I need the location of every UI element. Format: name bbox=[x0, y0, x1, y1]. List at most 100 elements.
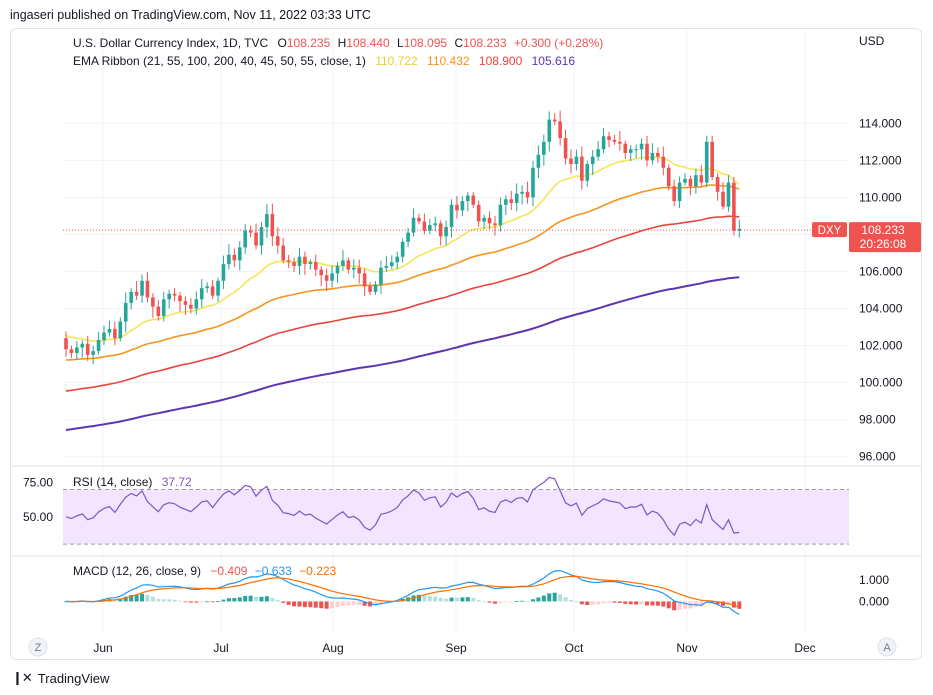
candle-body bbox=[504, 199, 508, 205]
rsi-pane[interactable]: 75.00 50.00 RSI (14, close) 37.72 bbox=[23, 475, 849, 545]
candle-body bbox=[80, 343, 85, 348]
candle-body bbox=[612, 139, 617, 142]
macd-bar bbox=[416, 594, 421, 602]
macd-bar bbox=[150, 596, 155, 602]
macd-bar bbox=[601, 601, 606, 604]
macd-bar bbox=[199, 601, 204, 603]
candle-body bbox=[216, 280, 220, 296]
ema-line-100 bbox=[65, 215, 740, 392]
candle-body bbox=[536, 154, 541, 168]
candle-body bbox=[140, 280, 144, 296]
candle-body bbox=[656, 152, 660, 157]
candle-body bbox=[123, 302, 128, 322]
auto-scale-button[interactable] bbox=[877, 637, 897, 657]
footer-brand[interactable]: ❙✕ TradingView bbox=[12, 670, 109, 686]
candle-body bbox=[732, 182, 736, 231]
candle-body bbox=[232, 254, 237, 261]
time-tick-label: Sep bbox=[445, 641, 467, 655]
macd-bar bbox=[514, 601, 519, 603]
macd-bar bbox=[487, 601, 492, 603]
macd-bar bbox=[346, 601, 351, 606]
macd-bar bbox=[286, 601, 291, 605]
macd-bar bbox=[444, 598, 449, 602]
zoom-button[interactable] bbox=[28, 637, 48, 657]
svg-text:U.S. Dollar Currency Index, 1D: U.S. Dollar Currency Index, 1D, TVC O108… bbox=[73, 36, 603, 50]
macd-bar bbox=[188, 601, 193, 603]
candle-body bbox=[64, 338, 68, 350]
publisher-line: ingaseri published on TradingView.com, N… bbox=[10, 8, 371, 22]
candle-body bbox=[167, 293, 171, 300]
candle-body bbox=[601, 136, 606, 150]
candle-body bbox=[335, 265, 340, 274]
macd-bar bbox=[226, 598, 231, 602]
macd-bar bbox=[482, 601, 487, 603]
candle-body bbox=[525, 191, 530, 198]
candle-body bbox=[639, 143, 644, 150]
symbol-tag-bg bbox=[812, 222, 847, 238]
macd-bar bbox=[454, 597, 459, 602]
candle-body bbox=[699, 175, 704, 183]
macd-bar bbox=[340, 601, 345, 606]
candle-body bbox=[118, 321, 123, 339]
macd-bar bbox=[140, 593, 145, 602]
candle-body bbox=[237, 247, 242, 261]
macd-bar bbox=[628, 601, 633, 605]
ema-value-1: 110.722 bbox=[375, 54, 418, 68]
ohlc-change: +0.300 (+0.28%) bbox=[514, 36, 603, 50]
macd-bar bbox=[666, 601, 671, 609]
candle-body bbox=[509, 199, 514, 203]
macd-bar bbox=[530, 599, 535, 602]
macd-bar bbox=[243, 595, 248, 602]
macd-bar bbox=[433, 596, 438, 602]
main-pane[interactable]: 114.000112.000110.000108.000106.000104.0… bbox=[63, 29, 921, 632]
candle-body bbox=[156, 306, 161, 316]
ema-value-2: 110.432 bbox=[427, 54, 470, 68]
candle-body bbox=[514, 193, 519, 203]
footer-brand-label: TradingView bbox=[37, 670, 110, 686]
macd-bar bbox=[118, 598, 123, 602]
ohlc-low: 108.095 bbox=[404, 36, 448, 50]
price-tick-label: 106.000 bbox=[859, 265, 903, 279]
candle-body bbox=[292, 262, 296, 266]
svg-text:EMA Ribbon (21, 55, 100, 200,: EMA Ribbon (21, 55, 100, 200, 40, 45, 50… bbox=[73, 54, 575, 68]
symbol-tag: DXY bbox=[818, 225, 842, 237]
candle-body bbox=[151, 297, 155, 307]
candle-body bbox=[129, 291, 133, 303]
macd-bar bbox=[465, 597, 470, 602]
candle-body bbox=[672, 186, 676, 202]
candle-body bbox=[433, 223, 438, 226]
macd-bar bbox=[661, 601, 666, 607]
candle-body bbox=[721, 191, 725, 207]
ema-line-200 bbox=[65, 276, 740, 431]
ohlc-o-key: O bbox=[278, 36, 287, 50]
candle-body bbox=[330, 273, 334, 281]
macd-pane[interactable]: 1.000 0.000 MACD (12, 26, close, 9) −0.40… bbox=[64, 564, 889, 616]
macd-bar bbox=[324, 601, 329, 609]
macd-bar bbox=[183, 601, 188, 603]
chart-svg[interactable]: 114.000112.000110.000108.000106.000104.0… bbox=[11, 29, 922, 660]
macd-bar bbox=[167, 599, 172, 602]
time-tick-label: Nov bbox=[676, 641, 697, 655]
candle-body bbox=[634, 149, 638, 151]
candle-body bbox=[227, 254, 231, 265]
ema-value-4: 105.616 bbox=[532, 54, 576, 68]
macd-bar bbox=[378, 601, 383, 605]
candle-body bbox=[210, 286, 215, 296]
candle-body bbox=[558, 121, 562, 139]
candle-body bbox=[303, 256, 307, 265]
candle-body bbox=[91, 351, 95, 355]
chart-frame[interactable]: 114.000112.000110.000108.000106.000104.0… bbox=[10, 28, 922, 660]
rsi-axis: 75.00 50.00 bbox=[23, 476, 53, 524]
time-axis: Jun Jul Aug Sep Oct Nov Dec bbox=[93, 641, 815, 655]
macd-bar bbox=[715, 601, 720, 605]
macd-bar bbox=[156, 598, 161, 602]
macd-bar bbox=[498, 601, 503, 603]
candle-body bbox=[563, 138, 568, 159]
candle-body bbox=[297, 256, 302, 266]
svg-text:MACD (12, 26, close, 9): MACD (12, 26, close, 9) −0.409 −0.633 −0… bbox=[73, 564, 337, 578]
macd-tick-label: 1.000 bbox=[859, 573, 889, 587]
macd-bar bbox=[612, 601, 617, 603]
macd-bar bbox=[210, 601, 215, 603]
last-price-tag-bg bbox=[849, 222, 921, 253]
candle-body bbox=[688, 178, 693, 187]
